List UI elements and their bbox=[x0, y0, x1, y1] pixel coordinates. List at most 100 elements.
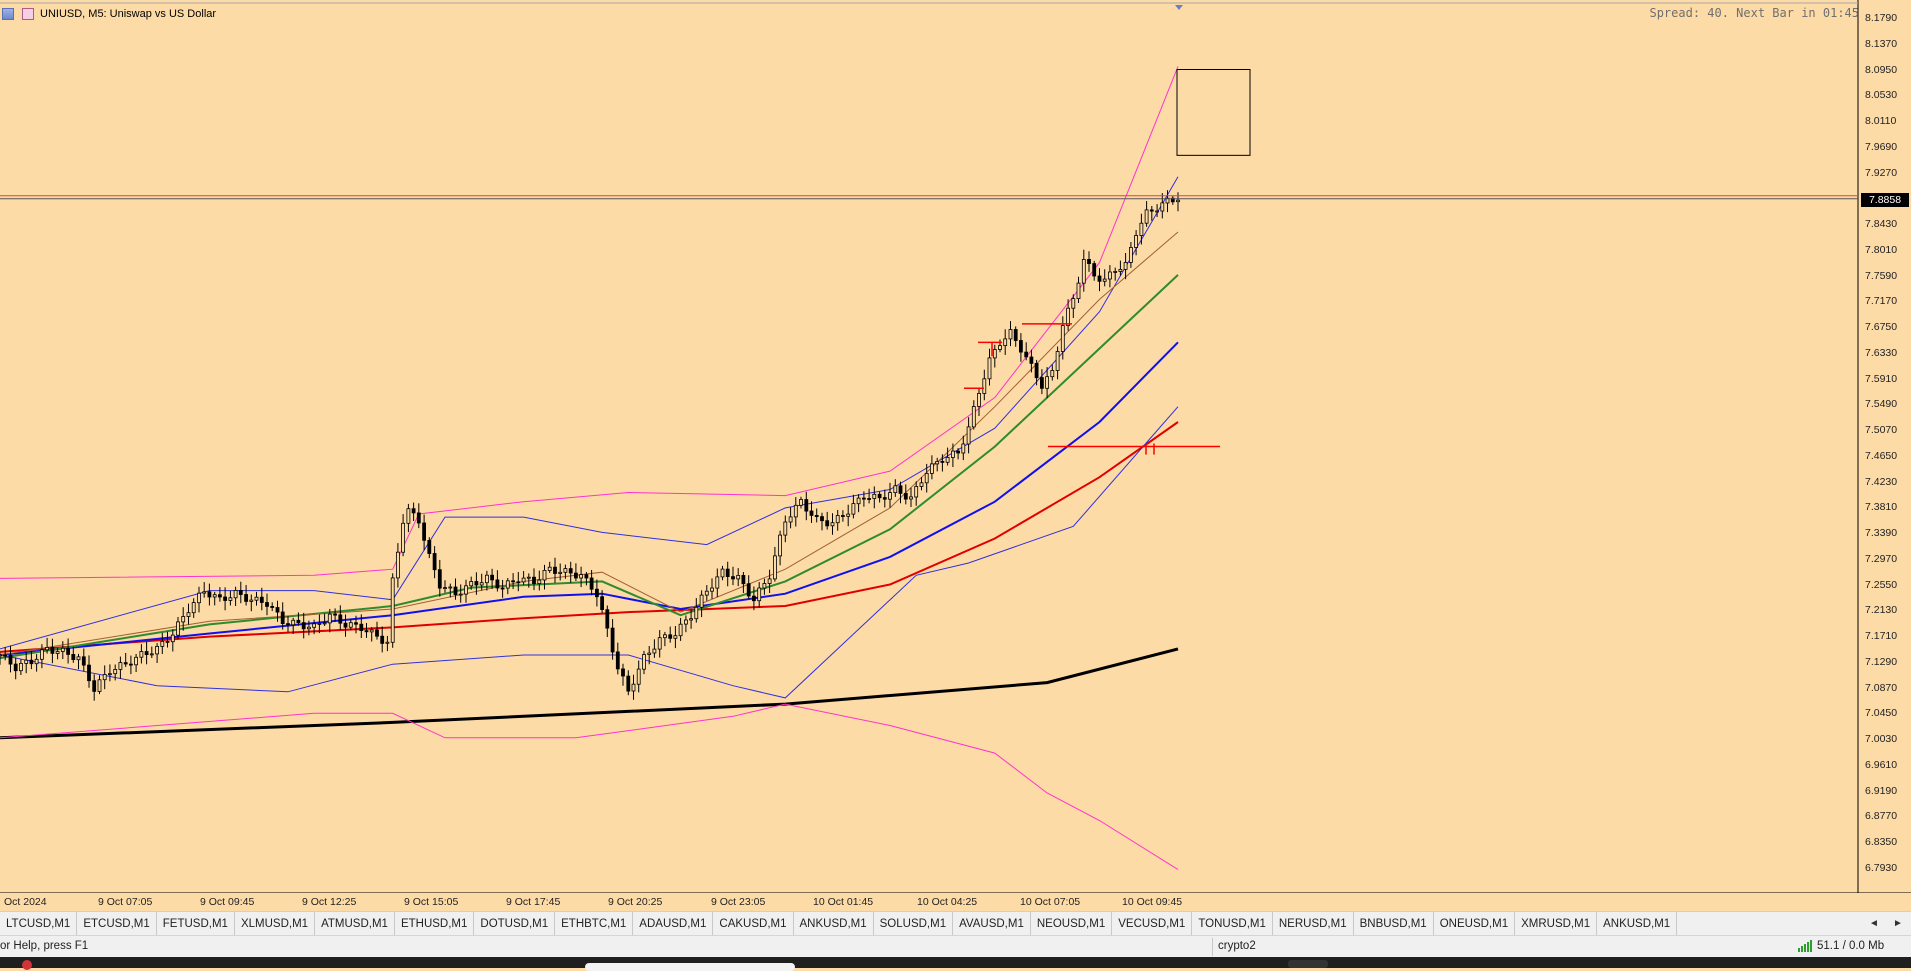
candle-body bbox=[29, 659, 34, 665]
shift-marker-icon[interactable] bbox=[1175, 5, 1183, 10]
price-tick-label: 6.7930 bbox=[1865, 861, 1898, 874]
symbol-tab[interactable]: FETUSD,M1 bbox=[157, 912, 235, 936]
symbol-tab[interactable]: ATMUSD,M1 bbox=[315, 912, 395, 936]
time-tick-label: 10 Oct 04:25 bbox=[917, 896, 978, 908]
traffic-text: 51.1 / 0.0 Mb bbox=[1817, 940, 1885, 952]
candle-body bbox=[1055, 351, 1060, 371]
symbol-tab[interactable]: ADAUSD,M1 bbox=[633, 912, 714, 936]
candle-body bbox=[249, 599, 254, 602]
indicator-icon[interactable] bbox=[22, 8, 34, 20]
time-tick-label: Oct 2024 bbox=[4, 896, 47, 908]
time-tick-label: 10 Oct 07:05 bbox=[1020, 896, 1081, 908]
taskbar-window-pill[interactable] bbox=[585, 963, 795, 971]
symbol-tab[interactable]: XMRUSD,M1 bbox=[1515, 912, 1598, 936]
candle-body bbox=[160, 641, 165, 647]
candle-body bbox=[364, 630, 369, 633]
candle-body bbox=[940, 460, 945, 463]
signal-bars-icon bbox=[1798, 940, 1812, 952]
price-tick-label: 6.8350 bbox=[1865, 836, 1898, 848]
candle-body bbox=[259, 596, 264, 603]
symbol-tab[interactable]: ETHBTC,M1 bbox=[555, 912, 634, 936]
symbol-tab[interactable]: NERUSD,M1 bbox=[1273, 912, 1354, 936]
symbol-tab[interactable]: DOTUSD,M1 bbox=[474, 912, 556, 936]
candle-body bbox=[453, 586, 458, 595]
candle-body bbox=[369, 629, 374, 633]
candle-body bbox=[977, 392, 981, 407]
taskbar-item[interactable] bbox=[1288, 960, 1328, 968]
candle-body bbox=[380, 635, 385, 644]
time-tick-label: 9 Oct 20:25 bbox=[608, 896, 663, 908]
price-tick-label: 7.7590 bbox=[1865, 269, 1898, 282]
symbol-tab[interactable]: ONEUSD,M1 bbox=[1434, 912, 1516, 936]
candle-body bbox=[731, 576, 735, 580]
candle-body bbox=[511, 580, 516, 583]
symbol-tab[interactable]: CAKUSD,M1 bbox=[713, 912, 794, 936]
connection-status[interactable]: 51.1 / 0.0 Mb bbox=[1798, 940, 1884, 952]
candle-body bbox=[149, 653, 154, 656]
symbol-tab[interactable]: BNBUSD,M1 bbox=[1354, 912, 1434, 936]
candle-body bbox=[888, 492, 892, 500]
candle-body bbox=[1013, 329, 1018, 341]
candle-body bbox=[1081, 258, 1086, 284]
notification-icon[interactable] bbox=[22, 960, 32, 970]
candle-body bbox=[479, 582, 484, 586]
chart-grid-icon[interactable] bbox=[2, 8, 14, 20]
price-tick-label: 7.6750 bbox=[1865, 321, 1898, 333]
symbol-tab[interactable]: ANKUSD,M1 bbox=[794, 912, 874, 936]
price-tick-label: 7.6330 bbox=[1865, 346, 1898, 359]
candle-body bbox=[176, 621, 180, 636]
chart-title: UNIUSD, M5: Uniswap vs US Dollar bbox=[40, 8, 217, 20]
candle-body bbox=[657, 637, 662, 650]
candle-body bbox=[642, 654, 646, 670]
candle-body bbox=[490, 574, 495, 581]
candle-body bbox=[1071, 298, 1076, 309]
candle-body bbox=[165, 641, 170, 643]
candle-body bbox=[767, 578, 772, 584]
candle-body bbox=[395, 551, 400, 579]
candle-body bbox=[877, 493, 882, 499]
candle-body bbox=[270, 606, 275, 608]
candle-body bbox=[500, 587, 505, 590]
symbol-tab[interactable]: LTCUSD,M1 bbox=[0, 912, 78, 936]
candle-body bbox=[296, 619, 301, 623]
candle-body bbox=[3, 654, 8, 657]
candle-body bbox=[715, 576, 720, 589]
price-tick-label: 8.0530 bbox=[1865, 89, 1898, 102]
symbol-tab[interactable]: VECUSD,M1 bbox=[1112, 912, 1193, 936]
candle-body bbox=[0, 654, 2, 657]
candle-body bbox=[1024, 351, 1029, 358]
candle-body bbox=[71, 654, 76, 661]
time-tick-label: 9 Oct 12:25 bbox=[302, 896, 357, 908]
candle-body bbox=[505, 580, 510, 589]
moving-average-thin-line bbox=[0, 231, 1179, 656]
symbol-tab[interactable]: ANKUSD,M1 bbox=[1597, 912, 1678, 936]
price-tick-label: 6.8770 bbox=[1865, 810, 1898, 823]
price-tick-label: 6.9190 bbox=[1865, 784, 1898, 797]
chart-area[interactable]: UNIUSD, M5: Uniswap vs US Dollar Spread:… bbox=[0, 0, 1911, 908]
symbol-tab[interactable]: ETHUSD,M1 bbox=[395, 912, 475, 936]
candle-body bbox=[286, 623, 290, 626]
candle-body bbox=[390, 577, 395, 643]
price-chart[interactable] bbox=[0, 0, 1911, 893]
candle-body bbox=[689, 618, 693, 621]
candle-body bbox=[458, 593, 463, 596]
rectangle-object[interactable] bbox=[1176, 69, 1251, 156]
symbol-tab[interactable]: ETCUSD,M1 bbox=[77, 912, 157, 936]
profile-name[interactable]: crypto2 bbox=[1218, 940, 1256, 952]
tabs-scroll-right-button[interactable]: ► bbox=[1893, 918, 1903, 929]
candle-body bbox=[1060, 325, 1065, 352]
price-tick-label: 7.4230 bbox=[1865, 475, 1898, 488]
symbol-tab[interactable]: SOLUSD,M1 bbox=[874, 912, 954, 936]
price-tick-label: 8.1370 bbox=[1865, 37, 1898, 50]
symbol-tab[interactable]: TONUSD,M1 bbox=[1192, 912, 1273, 936]
candle-body bbox=[987, 357, 992, 380]
candle-body bbox=[207, 591, 212, 598]
candle-body bbox=[595, 588, 599, 598]
symbol-tab[interactable]: NEOUSD,M1 bbox=[1031, 912, 1113, 936]
symbol-tab[interactable]: XLMUSD,M1 bbox=[235, 912, 316, 936]
candle-body bbox=[652, 648, 657, 654]
candle-body bbox=[799, 499, 803, 506]
symbol-tab[interactable]: AVAUSD,M1 bbox=[953, 912, 1031, 936]
tabs-scroll-left-button[interactable]: ◄ bbox=[1869, 918, 1879, 929]
candle-body bbox=[97, 679, 102, 692]
